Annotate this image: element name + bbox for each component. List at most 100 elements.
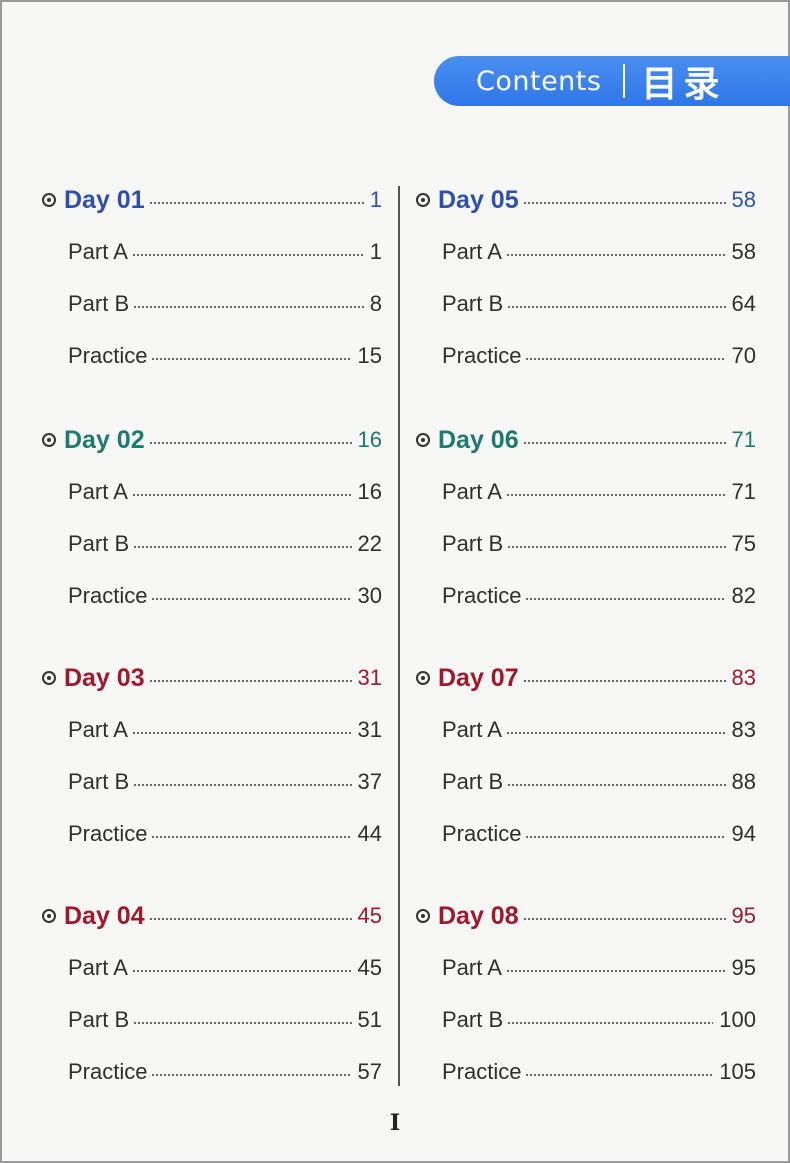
toc-sub-entry[interactable]: Part A 45 xyxy=(42,942,382,994)
toc-sub-entry[interactable]: Part B 22 xyxy=(42,518,382,570)
dot-leader xyxy=(151,358,352,360)
toc-item-page: 30 xyxy=(357,583,382,608)
toc-day-entry[interactable]: Day 07 83 xyxy=(416,652,756,704)
toc-item-page: 8 xyxy=(369,291,382,316)
toc-sub-entry[interactable]: Practice 15 xyxy=(42,330,382,382)
bullet-icon xyxy=(42,193,56,207)
dot-leader xyxy=(151,1074,352,1076)
toc-item-page: 88 xyxy=(731,769,756,794)
toc-item-label: Part B xyxy=(68,1007,130,1032)
dot-leader xyxy=(131,494,352,496)
dot-leader xyxy=(522,918,726,920)
toc-item-page: 1 xyxy=(369,239,382,264)
toc-item-label: Practice xyxy=(68,583,148,608)
dot-leader xyxy=(131,254,364,256)
toc-item-page: 58 xyxy=(731,239,756,264)
dot-leader xyxy=(525,358,726,360)
toc-sub-entry[interactable]: Part A 83 xyxy=(416,704,756,756)
toc-item-page: 31 xyxy=(357,717,382,742)
toc-sub-entry[interactable]: Practice 70 xyxy=(416,330,756,382)
toc-day-entry[interactable]: Day 04 45 xyxy=(42,890,382,942)
toc-day-entry[interactable]: Day 08 95 xyxy=(416,890,756,942)
toc-sub-entry[interactable]: Practice 105 xyxy=(416,1046,756,1098)
toc-item-page: 22 xyxy=(357,531,382,556)
toc-day-block: Day 03 31 Part A 31 Part B 37 Practice 44 xyxy=(42,652,382,860)
toc-sub-entry[interactable]: Part A 1 xyxy=(42,226,382,278)
toc-sub-entry[interactable]: Practice 44 xyxy=(42,808,382,860)
toc-item-page: 57 xyxy=(357,1059,382,1084)
toc-sub-entry[interactable]: Practice 82 xyxy=(416,570,756,622)
toc-item-page: 83 xyxy=(731,717,756,742)
toc-day-label: Day 01 xyxy=(64,185,145,214)
toc-sub-entry[interactable]: Practice 30 xyxy=(42,570,382,622)
toc-day-entry[interactable]: Day 06 71 xyxy=(416,414,756,466)
dot-leader xyxy=(507,1022,714,1024)
toc-item-page: 94 xyxy=(731,821,756,846)
dot-leader xyxy=(151,836,352,838)
toc-day-block: Day 07 83 Part A 83 Part B 88 Practice 94 xyxy=(416,652,756,860)
toc-item-label: Practice xyxy=(442,1059,522,1084)
dot-leader xyxy=(525,1074,714,1076)
toc-day-entry[interactable]: Day 01 1 xyxy=(42,174,382,226)
toc-item-label: Part A xyxy=(68,955,128,980)
bullet-icon xyxy=(42,671,56,685)
toc-day-entry[interactable]: Day 03 31 xyxy=(42,652,382,704)
dot-leader xyxy=(505,494,726,496)
toc-sub-entry[interactable]: Part A 31 xyxy=(42,704,382,756)
toc-item-label: Part B xyxy=(442,1007,504,1032)
toc-sub-entry[interactable]: Part A 95 xyxy=(416,942,756,994)
bullet-icon xyxy=(416,909,430,923)
toc-sub-entry[interactable]: Part B 88 xyxy=(416,756,756,808)
bullet-icon xyxy=(42,909,56,923)
toc-sub-entry[interactable]: Part B 100 xyxy=(416,994,756,1046)
toc-item-label: Practice xyxy=(442,343,522,368)
toc-sub-entry[interactable]: Part B 64 xyxy=(416,278,756,330)
toc-sub-entry[interactable]: Part B 75 xyxy=(416,518,756,570)
toc-item-label: Part A xyxy=(68,479,128,504)
toc-day-entry[interactable]: Day 02 16 xyxy=(42,414,382,466)
header-title-cn: 目录 xyxy=(641,64,726,105)
dot-leader xyxy=(151,598,352,600)
toc-item-label: Practice xyxy=(68,343,148,368)
toc-sub-entry[interactable]: Practice 57 xyxy=(42,1046,382,1098)
toc-item-page: 105 xyxy=(719,1059,756,1084)
toc-item-page: 75 xyxy=(731,531,756,556)
toc-item-page: 71 xyxy=(731,479,756,504)
toc-item-label: Part A xyxy=(442,479,502,504)
bullet-icon xyxy=(42,433,56,447)
toc-day-page: 31 xyxy=(357,665,382,690)
toc-day-entry[interactable]: Day 05 58 xyxy=(416,174,756,226)
toc-sub-entry[interactable]: Part A 58 xyxy=(416,226,756,278)
toc-item-label: Part B xyxy=(442,291,504,316)
toc-sub-entry[interactable]: Practice 94 xyxy=(416,808,756,860)
toc-item-label: Practice xyxy=(442,821,522,846)
dot-leader xyxy=(131,732,352,734)
toc-day-block: Day 02 16 Part A 16 Part B 22 Practice 30 xyxy=(42,414,382,622)
dot-leader xyxy=(133,1022,352,1024)
bullet-icon xyxy=(416,671,430,685)
contents-header: Contents 目录 xyxy=(434,56,790,106)
toc-day-block: Day 06 71 Part A 71 Part B 75 Practice 82 xyxy=(416,414,756,622)
toc-item-page: 44 xyxy=(357,821,382,846)
toc-item-label: Part A xyxy=(68,239,128,264)
toc-sub-entry[interactable]: Part B 8 xyxy=(42,278,382,330)
toc-day-label: Day 07 xyxy=(438,663,519,692)
dot-leader xyxy=(507,546,726,548)
toc-day-block: Day 01 1 Part A 1 Part B 8 Practice 15 xyxy=(42,174,382,382)
toc-sub-entry[interactable]: Part A 71 xyxy=(416,466,756,518)
toc-sub-entry[interactable]: Part A 16 xyxy=(42,466,382,518)
dot-leader xyxy=(133,546,352,548)
toc-item-page: 37 xyxy=(357,769,382,794)
dot-leader xyxy=(133,306,364,308)
toc-item-label: Part B xyxy=(442,769,504,794)
page-number: I xyxy=(389,1110,401,1136)
dot-leader xyxy=(507,784,726,786)
bullet-icon xyxy=(416,193,430,207)
toc-sub-entry[interactable]: Part B 51 xyxy=(42,994,382,1046)
toc-item-label: Part B xyxy=(68,531,130,556)
toc-item-label: Practice xyxy=(442,583,522,608)
toc-sub-entry[interactable]: Part B 37 xyxy=(42,756,382,808)
dot-leader xyxy=(525,836,726,838)
toc-day-page: 83 xyxy=(731,665,756,690)
